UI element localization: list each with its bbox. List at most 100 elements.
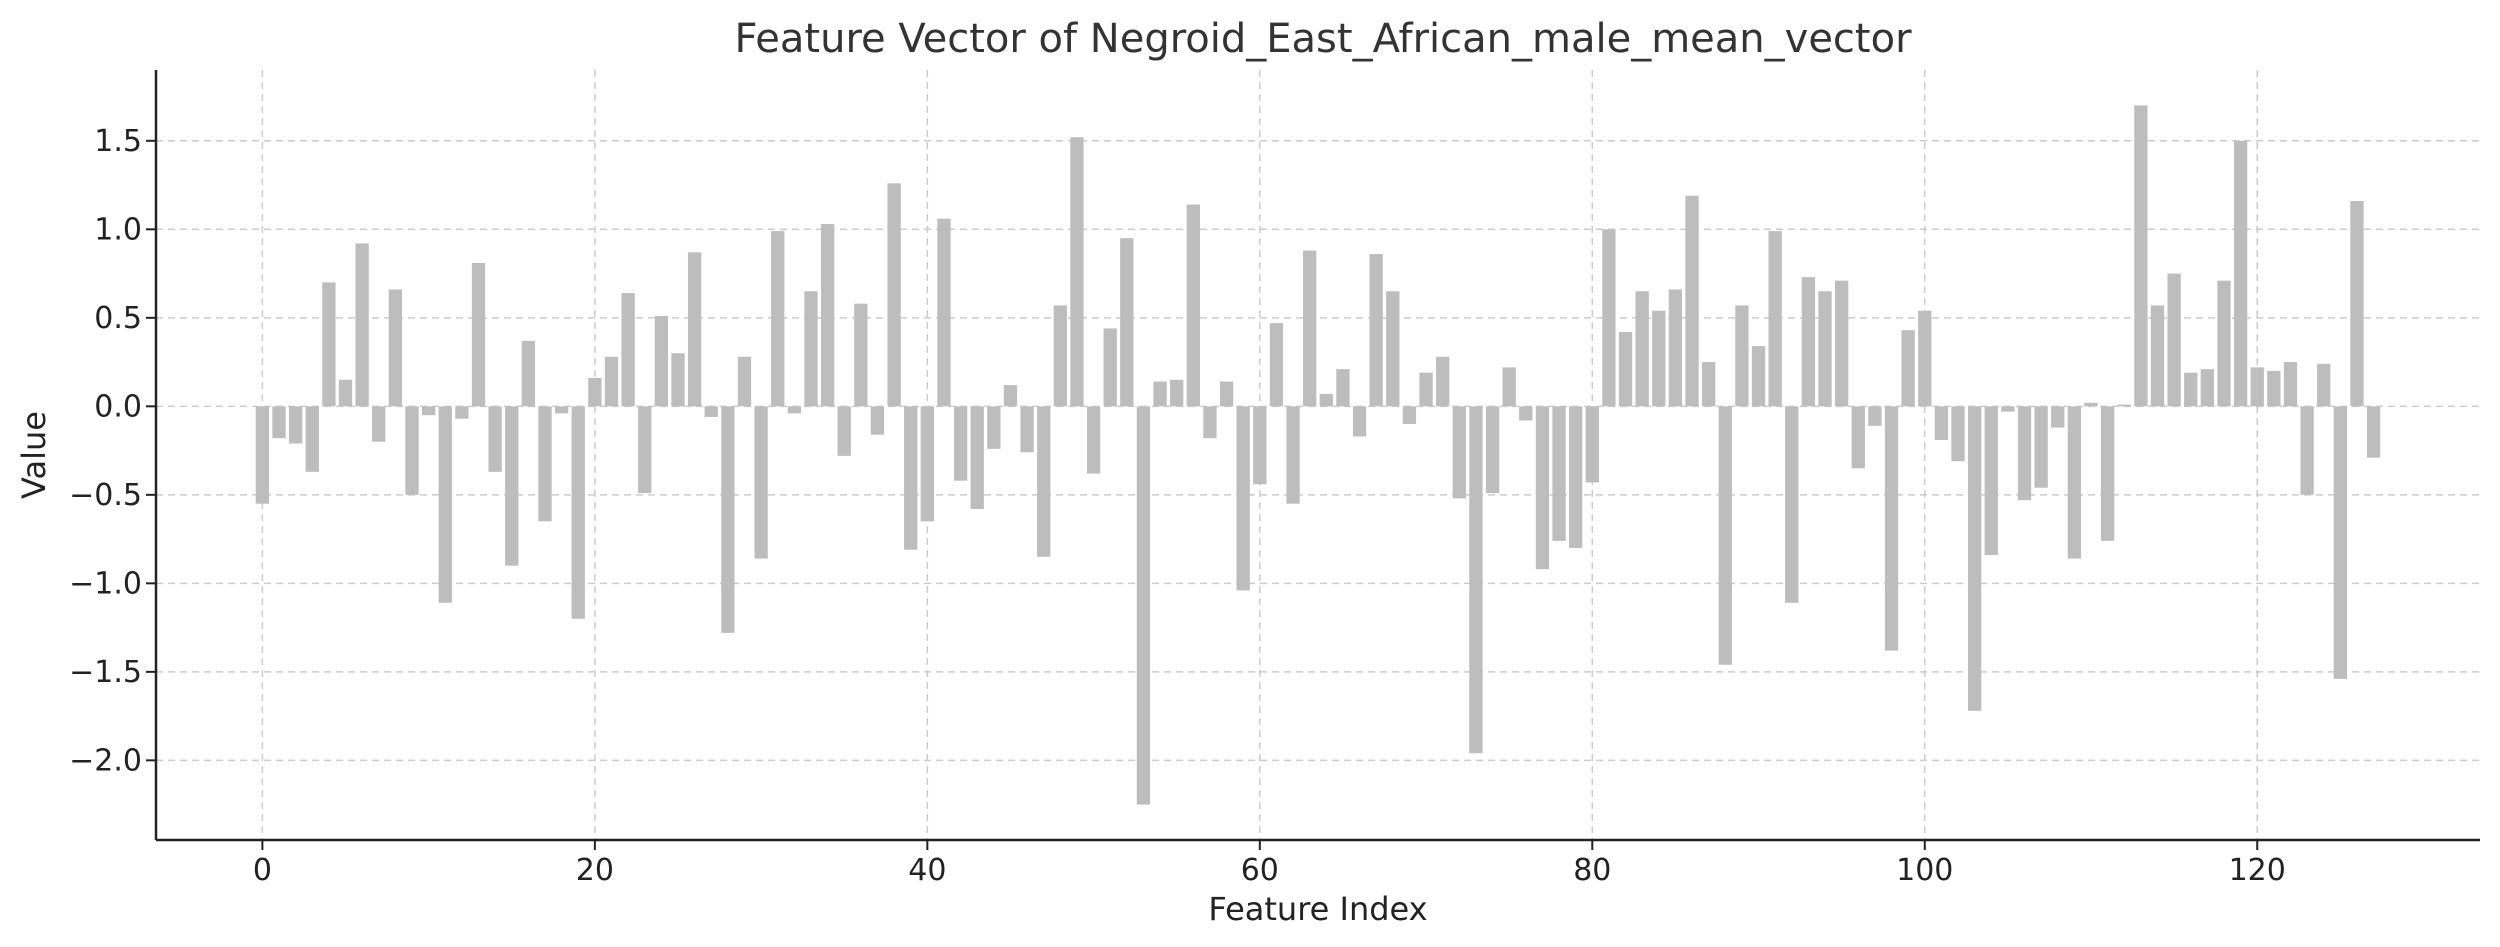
bar-95 <box>1834 280 1849 407</box>
bar-12 <box>455 406 469 419</box>
bar-123 <box>2300 406 2314 495</box>
bar-91 <box>1768 231 1782 407</box>
bar-85 <box>1668 289 1683 407</box>
bar-103 <box>1967 406 1982 711</box>
y-tick-label: 1.5 <box>94 124 142 159</box>
x-tick-label: 100 <box>1896 853 1953 888</box>
bar-14 <box>488 406 502 472</box>
bar-15 <box>505 406 519 566</box>
bar-41 <box>937 218 951 407</box>
y-axis-label: Value <box>15 411 53 499</box>
bar-77 <box>1535 406 1550 570</box>
bar-108 <box>2051 406 2065 428</box>
bar-78 <box>1552 406 1566 541</box>
bar-21 <box>604 356 619 407</box>
bar-119 <box>2233 140 2248 407</box>
bar-114 <box>2150 305 2165 407</box>
bar-118 <box>2217 280 2231 407</box>
bar-105 <box>2001 406 2015 412</box>
bar-58 <box>1219 381 1234 407</box>
bar-93 <box>1801 277 1816 407</box>
y-tick-label: −0.5 <box>69 478 142 513</box>
bar-17 <box>538 406 552 522</box>
grid-lines <box>156 70 2480 840</box>
bar-121 <box>2267 370 2281 407</box>
bar-69 <box>1402 406 1417 425</box>
bar-88 <box>1718 406 1732 665</box>
bar-59 <box>1236 406 1250 591</box>
y-tick-label: 0.0 <box>94 389 142 424</box>
bar-56 <box>1186 204 1200 407</box>
bar-53 <box>1136 406 1151 805</box>
bar-100 <box>1918 310 1932 407</box>
bar-40 <box>920 406 934 522</box>
bar-124 <box>2317 363 2331 407</box>
bar-52 <box>1120 238 1134 407</box>
x-ticks: 0 20 40 60 80 100 120 <box>253 840 2286 888</box>
bar-73 <box>1469 406 1483 754</box>
bar-109 <box>2067 406 2082 559</box>
bar-1 <box>272 406 286 439</box>
bar-48 <box>1053 305 1067 407</box>
bar-83 <box>1635 291 1649 407</box>
bar-47 <box>1037 406 1051 557</box>
y-tick-label: −1.5 <box>69 655 142 690</box>
bar-120 <box>2250 367 2264 407</box>
bar-22 <box>621 293 635 407</box>
bar-60 <box>1253 406 1267 485</box>
bar-80 <box>1585 406 1599 483</box>
bar-64 <box>1319 393 1333 407</box>
bar-28 <box>721 406 735 633</box>
bar-7 <box>372 406 386 442</box>
bar-87 <box>1702 362 1716 407</box>
bar-35 <box>837 406 851 456</box>
bars <box>255 105 2381 805</box>
bar-9 <box>405 406 419 495</box>
bar-43 <box>970 406 984 509</box>
bar-0 <box>255 406 270 504</box>
bar-44 <box>987 406 1001 449</box>
bar-23 <box>638 406 652 494</box>
bar-39 <box>904 406 918 550</box>
bar-68 <box>1386 291 1400 407</box>
bar-46 <box>1020 406 1034 453</box>
bar-97 <box>1868 406 1882 426</box>
bar-89 <box>1735 305 1749 407</box>
y-tick-label: −1.0 <box>69 566 142 601</box>
bar-19 <box>571 406 585 619</box>
bar-49 <box>1070 137 1084 407</box>
bar-33 <box>804 291 818 407</box>
bar-45 <box>1003 385 1018 407</box>
bar-8 <box>388 289 403 407</box>
bar-82 <box>1618 331 1633 407</box>
bar-2 <box>288 406 303 444</box>
bar-111 <box>2100 406 2115 541</box>
bar-107 <box>2034 406 2048 488</box>
bar-75 <box>1502 367 1516 407</box>
bar-6 <box>355 243 369 407</box>
bar-62 <box>1286 406 1300 504</box>
bar-31 <box>771 231 785 407</box>
bar-122 <box>2283 362 2298 407</box>
bar-65 <box>1336 369 1350 407</box>
y-tick-label: 0.5 <box>94 301 142 336</box>
bar-70 <box>1419 372 1433 407</box>
bar-110 <box>2084 402 2098 407</box>
bar-76 <box>1519 406 1533 421</box>
y-tick-label: 1.0 <box>94 212 142 247</box>
bar-26 <box>687 252 702 407</box>
y-ticks: 1.5 1.0 0.5 0.0 −0.5 −1.0 −1.5 −2.0 <box>69 124 156 778</box>
bar-116 <box>2184 372 2198 407</box>
bar-4 <box>322 282 336 407</box>
bar-66 <box>1352 406 1367 437</box>
bar-86 <box>1685 195 1699 407</box>
bar-101 <box>1934 406 1949 440</box>
x-tick-label: 120 <box>2229 853 2286 888</box>
x-tick-label: 60 <box>1241 853 1279 888</box>
bar-3 <box>305 406 319 472</box>
bar-112 <box>2117 404 2131 407</box>
bar-25 <box>671 353 685 407</box>
bar-27 <box>704 406 718 417</box>
bar-20 <box>588 378 602 407</box>
